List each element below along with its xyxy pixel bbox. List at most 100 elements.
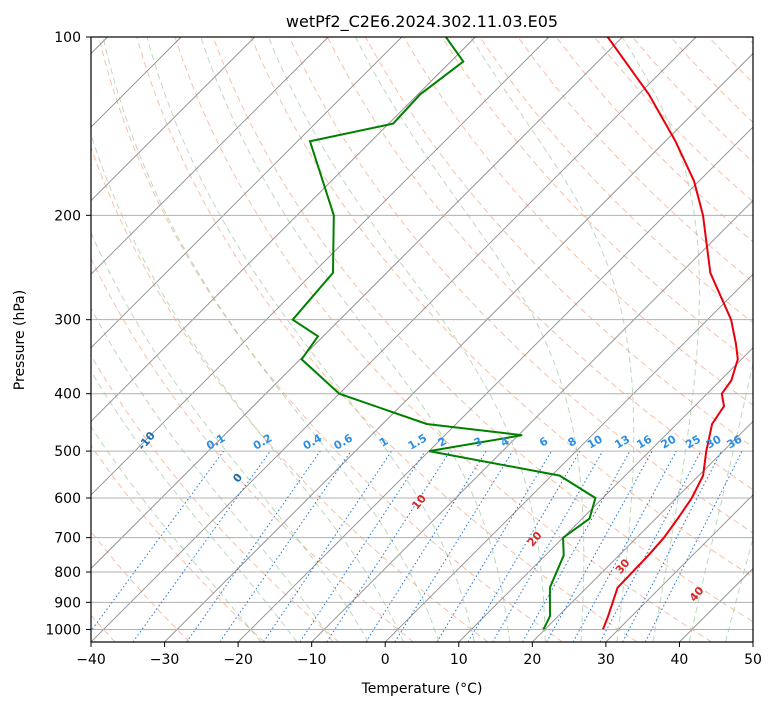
plot-frame — [90, 36, 754, 643]
mixing-ratio-label: 1.5 — [406, 432, 429, 453]
dry-adiabat-line — [326, 37, 753, 491]
temperature-line — [602, 37, 739, 630]
x-tick-label: 0 — [381, 652, 390, 668]
background-lines — [91, 37, 753, 642]
moist-adiabat-line — [688, 360, 753, 642]
dry-adiabat-line — [250, 37, 753, 578]
isotherm-line — [532, 420, 753, 642]
mixing-ratio-line — [522, 450, 631, 642]
dry-adiabat-line — [212, 37, 753, 623]
mixing-ratio-line — [492, 450, 604, 642]
mixing-ratio-line — [644, 450, 743, 642]
isotherm-line — [458, 347, 753, 642]
mixing-ratio-line — [91, 450, 224, 632]
mixing-ratio-label: 0.6 — [332, 431, 356, 452]
dry-adiabat-label: -10 — [135, 429, 158, 453]
dry-adiabat-line — [91, 530, 190, 642]
isotherm-line — [237, 126, 753, 642]
curve-labels: 0.1 0.2 0.4 0.6 1 1.5 2 3 4 6 8 10 13 16 20 25 30 36-1001… — [135, 429, 744, 604]
dry-adiabat-line — [91, 444, 265, 642]
mixing-ratio-line — [436, 450, 552, 642]
moist-adiabat-line — [91, 425, 262, 642]
y-tick-label: 400 — [54, 387, 81, 403]
mixing-ratio-label: 0.4 — [301, 431, 325, 452]
isotherm-line — [91, 37, 697, 642]
mixing-ratio-label: 16 — [634, 432, 654, 451]
dry-adiabat-line — [365, 37, 753, 448]
moist-adiabat-line — [91, 307, 334, 642]
dry-adiabat-line — [746, 37, 753, 44]
mixing-ratio-line — [263, 450, 392, 642]
mixing-ratio-line — [132, 450, 271, 642]
x-axis: −40 −30 −20 −10 0 10 20 30 40 50 — [76, 642, 762, 668]
x-axis-label: Temperature (°C) — [361, 681, 483, 697]
sounding-lines — [291, 37, 739, 630]
moist-adiabat-line — [91, 370, 298, 642]
x-tick-label: 30 — [597, 652, 615, 668]
dry-adiabat-line — [403, 37, 753, 406]
moist-adiabat-line — [91, 231, 369, 642]
dry-adiabat-line — [517, 37, 753, 283]
isotherm-line — [91, 37, 476, 422]
dewpoint-line — [291, 37, 597, 630]
y-tick-label: 500 — [54, 444, 81, 460]
isotherm-line — [752, 641, 753, 642]
mixing-ratio-label: 20 — [659, 432, 679, 451]
isotherm-line — [91, 37, 403, 349]
mixing-ratio-label: 36 — [724, 432, 744, 451]
dry-adiabat-line — [136, 37, 638, 642]
dry-adiabat-line — [98, 37, 563, 642]
mixing-ratio-line — [546, 450, 653, 642]
mixing-ratio-line — [219, 450, 352, 642]
isotherm-line — [91, 37, 623, 570]
dry-adiabat-line — [555, 37, 753, 243]
moist-adiabat-line — [91, 133, 405, 642]
mixing-ratio-line — [394, 450, 514, 642]
x-tick-label: −30 — [150, 652, 180, 668]
mixing-ratio-line — [599, 450, 702, 642]
mixing-ratio-label: 0.1 — [204, 432, 227, 453]
isotherm-line — [91, 37, 329, 275]
moist-adiabat-line — [470, 37, 635, 642]
isotherm-line — [605, 494, 753, 642]
x-tick-label: −10 — [297, 652, 327, 668]
chart-title: wetPf2_C2E6.2024.302.11.03.E05 — [286, 12, 558, 32]
mixing-ratio-line — [467, 450, 581, 642]
isotherm-line — [91, 37, 550, 496]
y-tick-label: 600 — [54, 491, 81, 507]
mixing-ratio-label: 6 — [537, 434, 550, 449]
y-axis: 100 200 300 400 500 600 700 800 900 1000 — [45, 30, 91, 638]
moist-adiabat-line — [102, 37, 440, 642]
isotherm-line — [311, 200, 753, 642]
mixing-ratio-line — [572, 450, 677, 642]
x-tick-label: 10 — [450, 652, 468, 668]
y-tick-label: 700 — [54, 531, 81, 547]
y-tick-label: 900 — [54, 595, 81, 611]
mixing-ratio-line — [326, 450, 451, 642]
moist-adiabat-line — [355, 37, 585, 642]
moist-adiabat-label: 20 — [525, 529, 545, 549]
dry-adiabat-line — [288, 37, 753, 534]
x-tick-label: 50 — [744, 652, 762, 668]
mixing-ratio-label: 13 — [612, 433, 632, 452]
dry-adiabat-line — [670, 37, 753, 124]
dry-adiabat-line — [441, 37, 753, 365]
dry-adiabat-line — [632, 37, 753, 163]
moist-adiabat-line — [146, 37, 475, 642]
isotherm-line — [164, 52, 753, 642]
moist-adiabat-label: 10 — [409, 492, 429, 512]
x-tick-label: −40 — [76, 652, 106, 668]
mixing-ratio-line — [186, 450, 321, 642]
dry-adiabat-line — [91, 257, 414, 642]
dry-adiabat-line — [708, 37, 753, 84]
moist-adiabat-line — [725, 536, 753, 642]
moist-adiabat-line — [621, 37, 700, 642]
y-tick-label: 1000 — [45, 622, 81, 638]
mixing-ratio-label: 1 — [377, 435, 390, 450]
x-tick-label: −20 — [223, 652, 253, 668]
dry-adiabat-line — [593, 37, 753, 203]
x-tick-label: 20 — [523, 652, 541, 668]
moist-adiabat-label: 40 — [687, 584, 707, 604]
mixing-ratio-line — [299, 450, 426, 642]
